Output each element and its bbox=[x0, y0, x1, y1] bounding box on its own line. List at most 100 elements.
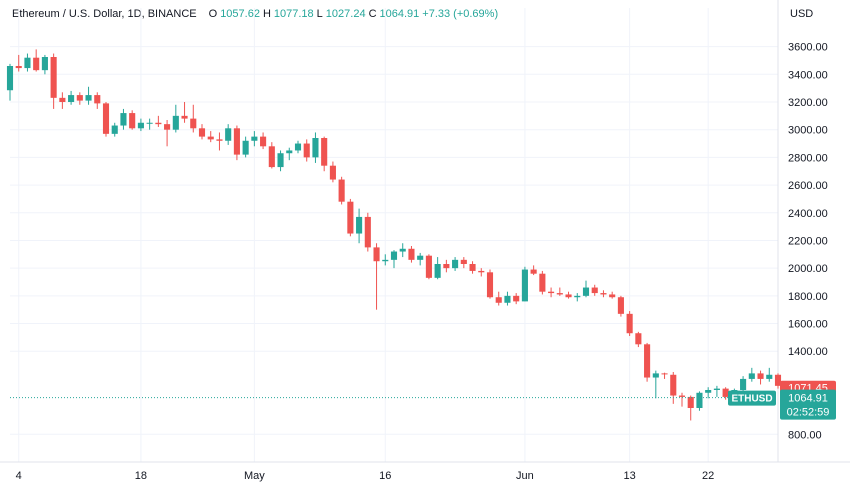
candle-body bbox=[757, 373, 764, 379]
candle-body bbox=[172, 115, 179, 130]
candle-body bbox=[251, 136, 258, 141]
candle-body bbox=[469, 264, 476, 271]
time-tick-label: 16 bbox=[379, 470, 391, 482]
candle-body bbox=[652, 373, 659, 378]
candle-body bbox=[321, 138, 328, 166]
open-value: 1057.62 bbox=[220, 8, 260, 20]
candle-body bbox=[373, 247, 380, 262]
candle-body bbox=[591, 287, 598, 294]
candle-body bbox=[626, 313, 633, 334]
time-tick-label: 4 bbox=[16, 470, 22, 482]
price-tick-label: 2800.00 bbox=[788, 152, 828, 164]
candle-body bbox=[635, 333, 642, 345]
low-label: L bbox=[316, 8, 323, 20]
price-axis: 3600.00 3400.00 3200.00 3000.00 2800.00 2600.… bbox=[788, 42, 828, 442]
candle-body bbox=[644, 344, 651, 378]
candle-body bbox=[120, 113, 127, 126]
current-price-badge bbox=[780, 389, 836, 420]
candle-body bbox=[155, 122, 162, 125]
candle-body bbox=[748, 373, 755, 379]
symbol-title: Ethereum / U.S. Dollar, 1D, BINANCE bbox=[12, 8, 197, 20]
open-label: O bbox=[208, 8, 218, 20]
candle-body bbox=[399, 248, 406, 252]
candle-body bbox=[425, 255, 432, 278]
candle-body bbox=[312, 138, 319, 158]
candle-body bbox=[242, 140, 249, 155]
candle-body bbox=[513, 295, 520, 302]
price-tick-label: 3400.00 bbox=[788, 69, 828, 81]
price-tick-label: 1400.00 bbox=[788, 346, 828, 358]
candle-body bbox=[460, 259, 467, 264]
symbol-tag-label: ETHUSD bbox=[731, 394, 772, 405]
candle-body bbox=[50, 57, 57, 98]
price-tick-label: 1600.00 bbox=[788, 319, 828, 331]
candle-body bbox=[76, 95, 83, 101]
candle-body bbox=[740, 378, 747, 390]
candle-body bbox=[33, 57, 40, 71]
time-tick-label: May bbox=[244, 470, 265, 482]
candle-body bbox=[277, 153, 284, 168]
candle-body bbox=[111, 125, 118, 134]
candle-body bbox=[521, 269, 528, 302]
candle-body bbox=[609, 294, 616, 298]
candle-body bbox=[556, 293, 563, 295]
candle-body bbox=[600, 293, 607, 295]
candle-body bbox=[303, 143, 310, 158]
price-tick-label: 2000.00 bbox=[788, 263, 828, 275]
candle-body bbox=[207, 136, 214, 140]
candle-body bbox=[129, 113, 136, 129]
candle-body bbox=[338, 179, 345, 202]
price-tick-label: 1800.00 bbox=[788, 291, 828, 303]
candle-body bbox=[670, 374, 677, 396]
candle-body bbox=[164, 124, 171, 130]
candle-body bbox=[434, 264, 441, 278]
candle-body bbox=[364, 216, 371, 248]
candle-body bbox=[504, 295, 511, 303]
close-value: 1064.91 bbox=[379, 8, 420, 20]
symbol-tag-badge bbox=[728, 390, 776, 406]
grid-lines bbox=[10, 8, 778, 462]
candle-body bbox=[390, 251, 398, 260]
candle-body bbox=[696, 392, 703, 408]
candle-body bbox=[94, 95, 101, 104]
candle-body bbox=[198, 128, 206, 137]
candle-body bbox=[565, 294, 572, 298]
candle-body bbox=[452, 259, 459, 269]
candle-body bbox=[233, 128, 240, 155]
candle-body bbox=[548, 291, 555, 294]
candle-body bbox=[478, 270, 485, 273]
candle-body bbox=[146, 122, 153, 124]
candle-body bbox=[286, 150, 293, 154]
candle-body bbox=[417, 255, 424, 260]
chart-axes bbox=[0, 0, 850, 463]
price-tick-label: 2600.00 bbox=[788, 180, 828, 192]
candle-body bbox=[574, 295, 581, 298]
candle-body bbox=[294, 143, 302, 151]
candle-body bbox=[329, 165, 336, 180]
candle-body bbox=[216, 139, 223, 141]
candle-body bbox=[539, 273, 546, 292]
candle-body bbox=[382, 259, 389, 262]
time-tick-label: 22 bbox=[702, 470, 714, 482]
candle-body bbox=[225, 128, 232, 141]
candle-body bbox=[530, 269, 537, 274]
candle-body bbox=[268, 146, 275, 168]
candle-body bbox=[59, 97, 66, 102]
candle-body bbox=[260, 136, 267, 147]
candles bbox=[6, 49, 790, 421]
candle-body bbox=[486, 272, 494, 298]
candle-body bbox=[705, 390, 712, 393]
candle-body bbox=[722, 388, 729, 397]
candle-body bbox=[713, 388, 720, 390]
candle-body bbox=[68, 95, 75, 102]
candle-body bbox=[408, 248, 415, 260]
candle-body bbox=[766, 374, 773, 379]
time-tick-label: 13 bbox=[624, 470, 636, 482]
candle-body bbox=[356, 216, 363, 234]
low-value: 1027.24 bbox=[325, 8, 366, 20]
candle-body bbox=[495, 297, 502, 303]
price-tick-label: 800.00 bbox=[788, 429, 822, 441]
change-value: +7.33 (+0.69%) bbox=[422, 8, 499, 20]
